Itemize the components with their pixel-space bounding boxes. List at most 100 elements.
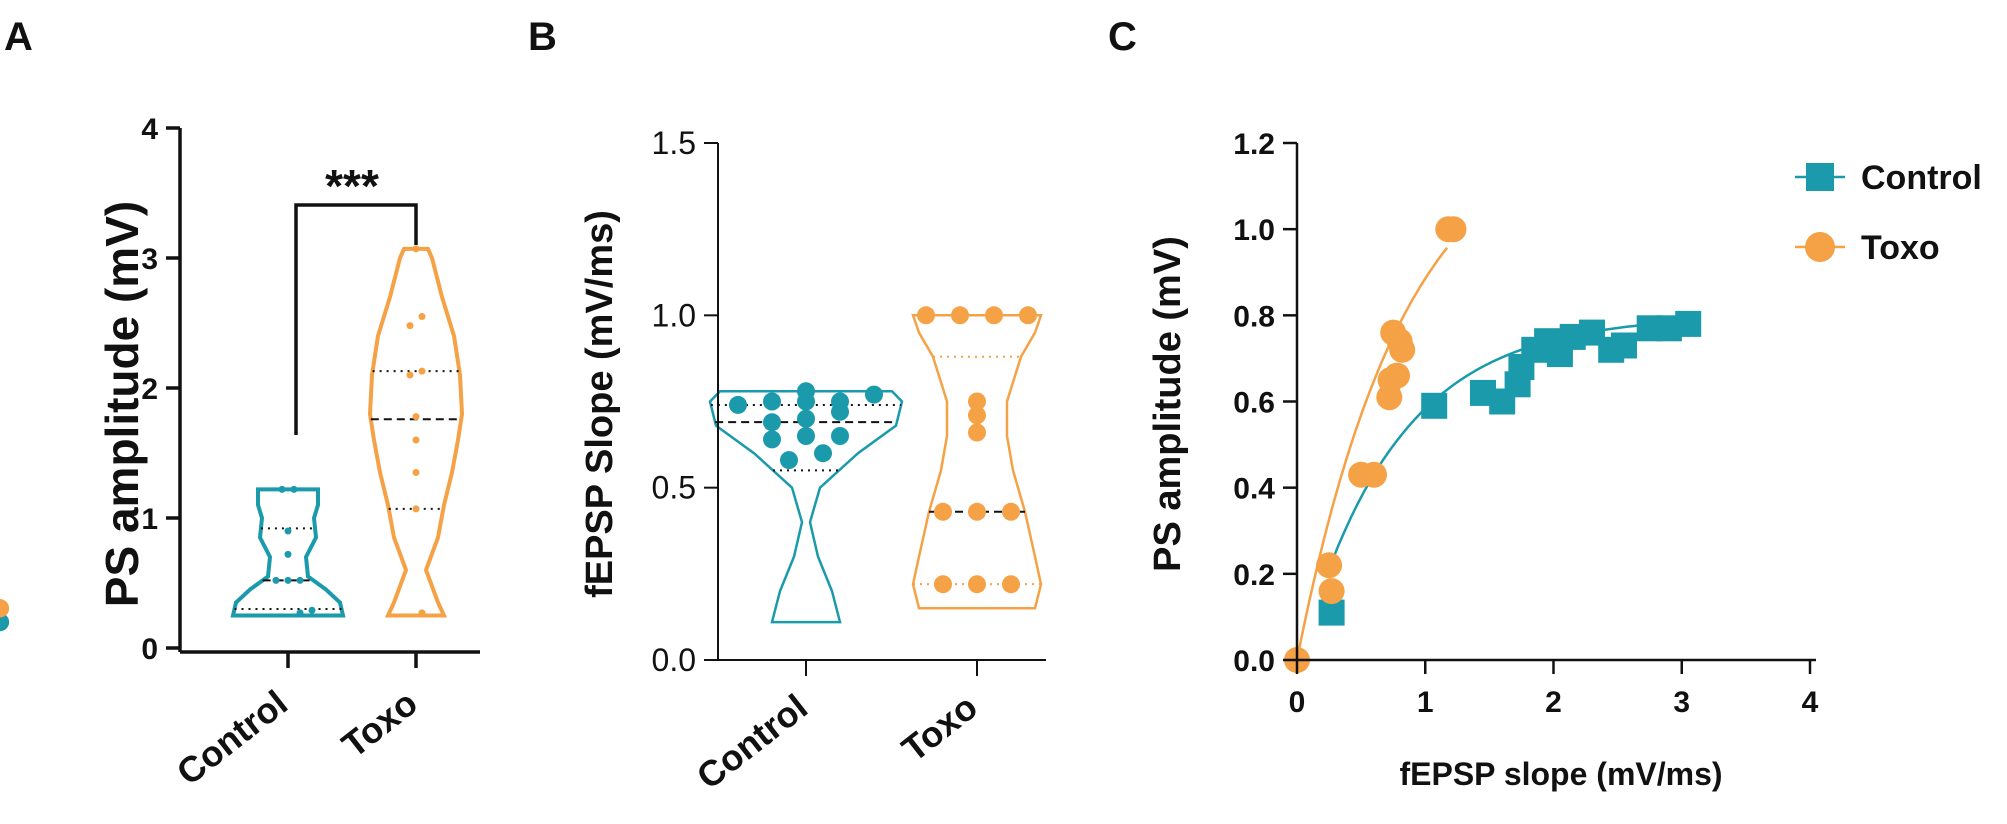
ytick-label-0: 0 bbox=[141, 633, 158, 666]
point-toxo bbox=[968, 406, 986, 425]
fit-curve-control bbox=[1330, 320, 1685, 563]
point-control bbox=[284, 527, 292, 535]
ytick-label-1.0: 1.0 bbox=[652, 297, 696, 333]
panel-a-y-label: PS amplitude (mV) bbox=[96, 201, 148, 607]
panel-c-fit-curves bbox=[1295, 247, 1685, 661]
point-toxo bbox=[1316, 552, 1343, 579]
legend-toxo-label: Toxo bbox=[1861, 229, 1940, 267]
panel-a-letter: A bbox=[4, 15, 33, 59]
ytick-label-4: 4 bbox=[141, 113, 158, 146]
point-toxo bbox=[934, 575, 952, 594]
point-toxo bbox=[412, 436, 420, 444]
point-control bbox=[814, 444, 832, 463]
panel-a-violins bbox=[230, 246, 465, 618]
point-control bbox=[831, 427, 849, 445]
point-toxo bbox=[418, 313, 426, 320]
ytick-label-1: 1 bbox=[141, 503, 158, 536]
point-control bbox=[780, 451, 798, 470]
point-control bbox=[763, 413, 781, 432]
point-control bbox=[763, 430, 781, 449]
point-toxo bbox=[412, 245, 420, 253]
point-toxo bbox=[968, 502, 986, 521]
panel-c: C 0.0 0.2 0.4 0.6 0.8 1.0 1.2 0 1 2 3 4 PS amplitu… bbox=[1108, 15, 1982, 792]
panel-a-y-ticks: 0 1 2 3 4 bbox=[141, 113, 180, 666]
point-control bbox=[284, 550, 292, 558]
c-xtick-label-1: 1 bbox=[1417, 686, 1434, 719]
ytick-label-0.0: 0.0 bbox=[652, 642, 696, 678]
point-toxo bbox=[968, 575, 986, 594]
legend-control-label: Control bbox=[1861, 159, 1982, 197]
point-control bbox=[278, 485, 286, 493]
point-control bbox=[797, 427, 815, 445]
point-toxo bbox=[0, 599, 9, 618]
point-toxo bbox=[406, 322, 414, 330]
c-ytick-label-0.8: 0.8 bbox=[1233, 300, 1275, 333]
legend: Control Toxo bbox=[1795, 159, 1982, 267]
point-control bbox=[1421, 392, 1448, 419]
panel-c-x-ticks: 0 1 2 3 4 bbox=[1289, 660, 1819, 719]
point-toxo bbox=[412, 413, 420, 421]
point-toxo bbox=[1440, 216, 1467, 243]
point-toxo bbox=[412, 505, 420, 513]
c-xtick-label-4: 4 bbox=[1802, 686, 1819, 719]
point-toxo bbox=[418, 367, 426, 375]
panel-a-points bbox=[0, 245, 426, 619]
point-toxo bbox=[1019, 306, 1037, 325]
c-ytick-label-0.0: 0.0 bbox=[1233, 645, 1275, 678]
panel-b-x-label-control: Control bbox=[689, 686, 815, 797]
point-toxo bbox=[1318, 578, 1345, 605]
violin-toxo bbox=[367, 246, 465, 618]
legend-toxo-marker bbox=[1805, 232, 1835, 262]
c-xtick-label-0: 0 bbox=[1289, 686, 1306, 719]
point-toxo bbox=[406, 371, 414, 379]
panel-a: A 0 1 2 3 4 PS amplitude (mV) Control Toxo *… bbox=[0, 15, 480, 793]
c-ytick-label-1.0: 1.0 bbox=[1233, 214, 1275, 247]
point-toxo bbox=[968, 392, 986, 411]
point-toxo bbox=[1002, 575, 1020, 594]
point-toxo bbox=[1361, 461, 1387, 488]
panel-b-y-label: fEPSP Slope (mV/ms) bbox=[579, 210, 621, 598]
point-control bbox=[272, 576, 280, 584]
panel-a-x-label-control: Control bbox=[169, 682, 295, 793]
ytick-label-0.5: 0.5 bbox=[652, 470, 696, 506]
point-toxo bbox=[1389, 336, 1416, 363]
point-toxo bbox=[412, 469, 420, 476]
point-control bbox=[296, 576, 304, 584]
point-control bbox=[865, 385, 883, 404]
panel-b-y-ticks: 0.0 0.5 1.0 1.5 bbox=[652, 125, 718, 678]
c-xtick-label-2: 2 bbox=[1545, 686, 1562, 719]
point-control bbox=[831, 392, 849, 411]
ytick-label-3: 3 bbox=[141, 243, 158, 276]
violin-toxo bbox=[911, 314, 1043, 610]
panel-c-x-label: fEPSP slope (mV/ms) bbox=[1399, 756, 1722, 792]
ytick-label-1.5: 1.5 bbox=[652, 125, 696, 161]
point-control bbox=[797, 409, 815, 428]
point-control bbox=[729, 395, 747, 414]
point-control bbox=[1611, 332, 1637, 359]
c-ytick-label-0.6: 0.6 bbox=[1233, 387, 1275, 420]
panel-c-y-label: PS amplitude (mV) bbox=[1147, 236, 1189, 572]
point-control bbox=[290, 485, 298, 493]
significance-label: *** bbox=[325, 160, 379, 212]
point-toxo bbox=[968, 423, 986, 442]
legend-control-marker bbox=[1806, 163, 1834, 191]
point-toxo bbox=[951, 306, 969, 325]
panel-b-points bbox=[0, 306, 1037, 632]
point-control bbox=[1675, 310, 1702, 337]
panel-c-letter: C bbox=[1108, 15, 1137, 59]
point-toxo bbox=[985, 306, 1003, 325]
c-ytick-label-0.4: 0.4 bbox=[1233, 473, 1275, 506]
ytick-label-2: 2 bbox=[141, 373, 158, 406]
point-control bbox=[308, 606, 316, 614]
point-toxo bbox=[934, 502, 952, 521]
c-ytick-label-0.2: 0.2 bbox=[1233, 559, 1275, 592]
point-control bbox=[0, 613, 9, 632]
panel-b-violins bbox=[708, 314, 1043, 624]
c-ytick-label-1.2: 1.2 bbox=[1233, 128, 1275, 161]
c-xtick-label-3: 3 bbox=[1673, 686, 1690, 719]
panel-c-y-ticks: 0.0 0.2 0.4 0.6 0.8 1.0 1.2 bbox=[1233, 128, 1297, 678]
point-toxo bbox=[418, 609, 426, 617]
panel-a-x-label-toxo: Toxo bbox=[334, 682, 425, 766]
fit-curve-toxo bbox=[1295, 247, 1449, 661]
